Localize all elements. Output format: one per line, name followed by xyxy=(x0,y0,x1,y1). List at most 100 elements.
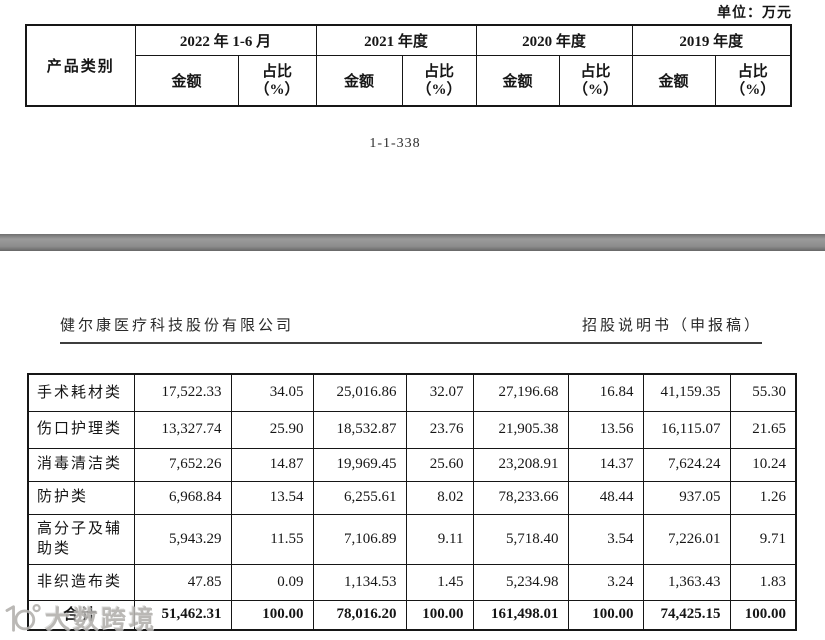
page-number: 1-1-338 xyxy=(369,136,421,151)
ratio-label-line2: （%） xyxy=(416,81,462,98)
unit-label: 单位：万元 xyxy=(717,6,792,21)
amount-cell: 5,718.40 xyxy=(472,513,569,565)
ratio-cell: 100.00 xyxy=(729,599,797,631)
amount-cell: 51,462.31 xyxy=(133,599,232,631)
table-total-row: 合计 51,462.31 100.00 78,016.20 100.00 161… xyxy=(27,599,797,631)
running-header: 健尔康医疗科技股份有限公司 招股说明书（申报稿） xyxy=(60,314,762,344)
row-category: 高分子及辅助类 xyxy=(27,513,135,565)
column-header-period-2021: 2021 年度 xyxy=(315,24,477,56)
amount-cell: 7,226.01 xyxy=(642,513,731,565)
table-row: 伤口护理类 13,327.74 25.90 18,532.87 23.76 21… xyxy=(27,410,797,449)
ratio-cell: 13.54 xyxy=(230,480,314,515)
column-header-ratio: 占比 （%） xyxy=(237,55,317,107)
table-row: 高分子及辅助类 5,943.29 11.55 7,106.89 9.11 5,7… xyxy=(27,513,797,565)
ratio-cell: 32.07 xyxy=(405,373,474,412)
column-header-amount: 金额 xyxy=(475,55,560,107)
row-category: 防护类 xyxy=(27,480,135,515)
ratio-cell: 25.90 xyxy=(230,410,314,449)
column-header-amount: 金额 xyxy=(134,55,239,107)
ratio-label-line2: （%） xyxy=(573,81,619,98)
document-title: 招股说明书（申报稿） xyxy=(581,318,762,334)
page-break-divider xyxy=(0,234,825,251)
amount-cell: 13,327.74 xyxy=(133,410,232,449)
amount-cell: 78,016.20 xyxy=(312,599,407,631)
ratio-cell: 100.00 xyxy=(405,599,474,631)
table-row: 防护类 6,968.84 13.54 6,255.61 8.02 78,233.… xyxy=(27,480,797,515)
table-row: 消毒清洁类 7,652.26 14.87 19,969.45 25.60 23,… xyxy=(27,447,797,482)
amount-cell: 47.85 xyxy=(133,563,232,601)
ratio-cell: 13.56 xyxy=(567,410,644,449)
amount-cell: 23,208.91 xyxy=(472,447,569,482)
amount-cell: 7,624.24 xyxy=(642,447,731,482)
column-header-amount: 金额 xyxy=(315,55,403,107)
amount-cell: 27,196.68 xyxy=(472,373,569,412)
company-name: 健尔康医疗科技股份有限公司 xyxy=(60,318,295,334)
amount-cell: 6,255.61 xyxy=(312,480,407,515)
ratio-cell: 8.02 xyxy=(405,480,474,515)
row-category: 消毒清洁类 xyxy=(27,447,135,482)
amount-cell: 19,969.45 xyxy=(312,447,407,482)
ratio-cell: 1.26 xyxy=(729,480,797,515)
row-category: 非织造布类 xyxy=(27,563,135,601)
amount-cell: 7,652.26 xyxy=(133,447,232,482)
amount-cell: 5,234.98 xyxy=(472,563,569,601)
ratio-cell: 14.37 xyxy=(567,447,644,482)
amount-cell: 25,016.86 xyxy=(312,373,407,412)
table-row: 产品类别 2022 年 1-6 月 2021 年度 2020 年度 2019 年… xyxy=(25,24,792,107)
ratio-cell: 3.24 xyxy=(567,563,644,601)
ratio-cell: 14.87 xyxy=(230,447,314,482)
ratio-cell: 1.83 xyxy=(729,563,797,601)
row-category: 伤口护理类 xyxy=(27,410,135,449)
ratio-cell: 1.45 xyxy=(405,563,474,601)
ratio-cell: 9.11 xyxy=(405,513,474,565)
column-header-period-2019: 2019 年度 xyxy=(631,24,792,56)
amount-cell: 78,233.66 xyxy=(472,480,569,515)
revenue-table-header: 产品类别 2022 年 1-6 月 2021 年度 2020 年度 2019 年… xyxy=(25,24,793,107)
ratio-label-line1: 占比 xyxy=(737,63,768,80)
ratio-label-line2: （%） xyxy=(730,81,776,98)
ratio-cell: 3.54 xyxy=(567,513,644,565)
amount-cell: 937.05 xyxy=(642,480,731,515)
revenue-table-body: 手术耗材类 17,522.33 34.05 25,016.86 32.07 27… xyxy=(27,373,797,631)
amount-cell: 1,363.43 xyxy=(642,563,731,601)
amount-cell: 21,905.38 xyxy=(472,410,569,449)
table-row: 金额 占比 （%） 金额 占比 （%） 金额 占比 （%） 金额 占比 （%） xyxy=(26,55,792,107)
amount-cell: 41,159.35 xyxy=(642,373,731,412)
amount-cell: 18,532.87 xyxy=(312,410,407,449)
ratio-cell: 21.65 xyxy=(729,410,797,449)
ratio-label-line1: 占比 xyxy=(261,63,292,80)
ratio-cell: 11.55 xyxy=(230,513,314,565)
ratio-cell: 0.09 xyxy=(230,563,314,601)
amount-cell: 1,134.53 xyxy=(312,563,407,601)
column-header-category: 产品类别 xyxy=(25,24,136,107)
row-category: 手术耗材类 xyxy=(27,373,135,412)
ratio-cell: 10.24 xyxy=(729,447,797,482)
ratio-cell: 100.00 xyxy=(567,599,644,631)
column-header-period-2020: 2020 年度 xyxy=(475,24,633,56)
table-row: 非织造布类 47.85 0.09 1,134.53 1.45 5,234.98 … xyxy=(27,563,797,601)
ratio-cell: 16.84 xyxy=(567,373,644,412)
ratio-label-line1: 占比 xyxy=(580,63,611,80)
ratio-cell: 48.44 xyxy=(567,480,644,515)
ratio-cell: 23.76 xyxy=(405,410,474,449)
column-header-amount: 金额 xyxy=(631,55,716,107)
amount-cell: 161,498.01 xyxy=(472,599,569,631)
ratio-cell: 100.00 xyxy=(230,599,314,631)
column-header-ratio: 占比 （%） xyxy=(401,55,477,107)
total-label: 合计 xyxy=(27,599,135,631)
table-row: 手术耗材类 17,522.33 34.05 25,016.86 32.07 27… xyxy=(27,373,797,412)
ratio-cell: 9.71 xyxy=(729,513,797,565)
ratio-label-line1: 占比 xyxy=(424,63,455,80)
amount-cell: 6,968.84 xyxy=(133,480,232,515)
ratio-label-line2: （%） xyxy=(254,81,300,98)
column-header-ratio: 占比 （%） xyxy=(714,55,792,107)
amount-cell: 7,106.89 xyxy=(312,513,407,565)
ratio-cell: 25.60 xyxy=(405,447,474,482)
ratio-cell: 34.05 xyxy=(230,373,314,412)
amount-cell: 74,425.15 xyxy=(642,599,731,631)
column-header-period-2022: 2022 年 1-6 月 xyxy=(134,24,317,56)
amount-cell: 5,943.29 xyxy=(133,513,232,565)
ratio-cell: 55.30 xyxy=(729,373,797,412)
amount-cell: 17,522.33 xyxy=(133,373,232,412)
